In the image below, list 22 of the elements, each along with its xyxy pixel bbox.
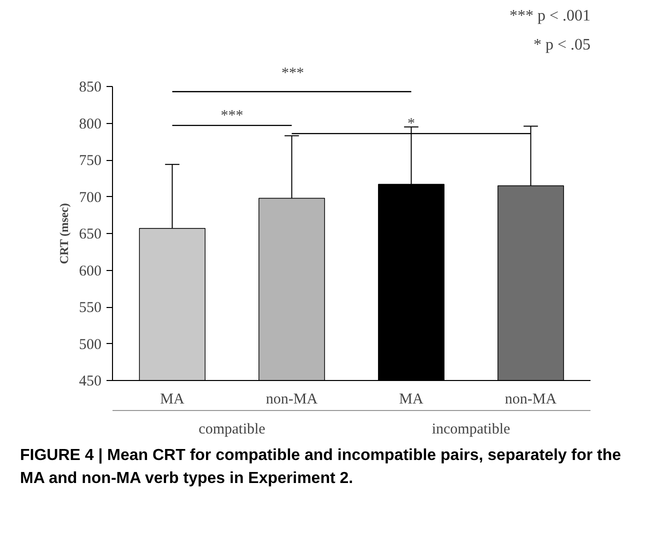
text: compatible bbox=[198, 422, 266, 438]
text: incompatible bbox=[432, 422, 510, 438]
x-tick-label: non-MA bbox=[266, 392, 318, 408]
caption: FIGURE 4 | Mean CRT for compatible and incompatible pairs, separately for the MA and non-MA verb types in Experiment 2. bbox=[20, 446, 622, 489]
y-tick-label: 800 bbox=[79, 116, 102, 132]
text: *** bbox=[282, 66, 304, 82]
x-tick-label: non-MA bbox=[504, 392, 557, 408]
y-tick-label: 650 bbox=[79, 226, 102, 242]
y-axis-title: CRT (msec) bbox=[57, 203, 71, 264]
y-tick-label: 550 bbox=[79, 300, 102, 316]
y-tick-label: 750 bbox=[79, 153, 102, 169]
y-tick-label: 600 bbox=[79, 263, 102, 280]
y-tick-label: 500 bbox=[79, 336, 102, 353]
annotation: *** bbox=[220, 108, 244, 124]
y-tick-label: 850 bbox=[79, 80, 102, 96]
text: *** p < .001 bbox=[509, 8, 591, 24]
x-tick-label: MA bbox=[160, 392, 184, 408]
text: * p < .05 bbox=[533, 36, 591, 54]
y-tick-label: 700 bbox=[79, 190, 102, 206]
y-tick-label: 450 bbox=[79, 374, 102, 390]
annotation: * bbox=[408, 116, 415, 132]
x-tick-label: MA bbox=[399, 392, 424, 408]
